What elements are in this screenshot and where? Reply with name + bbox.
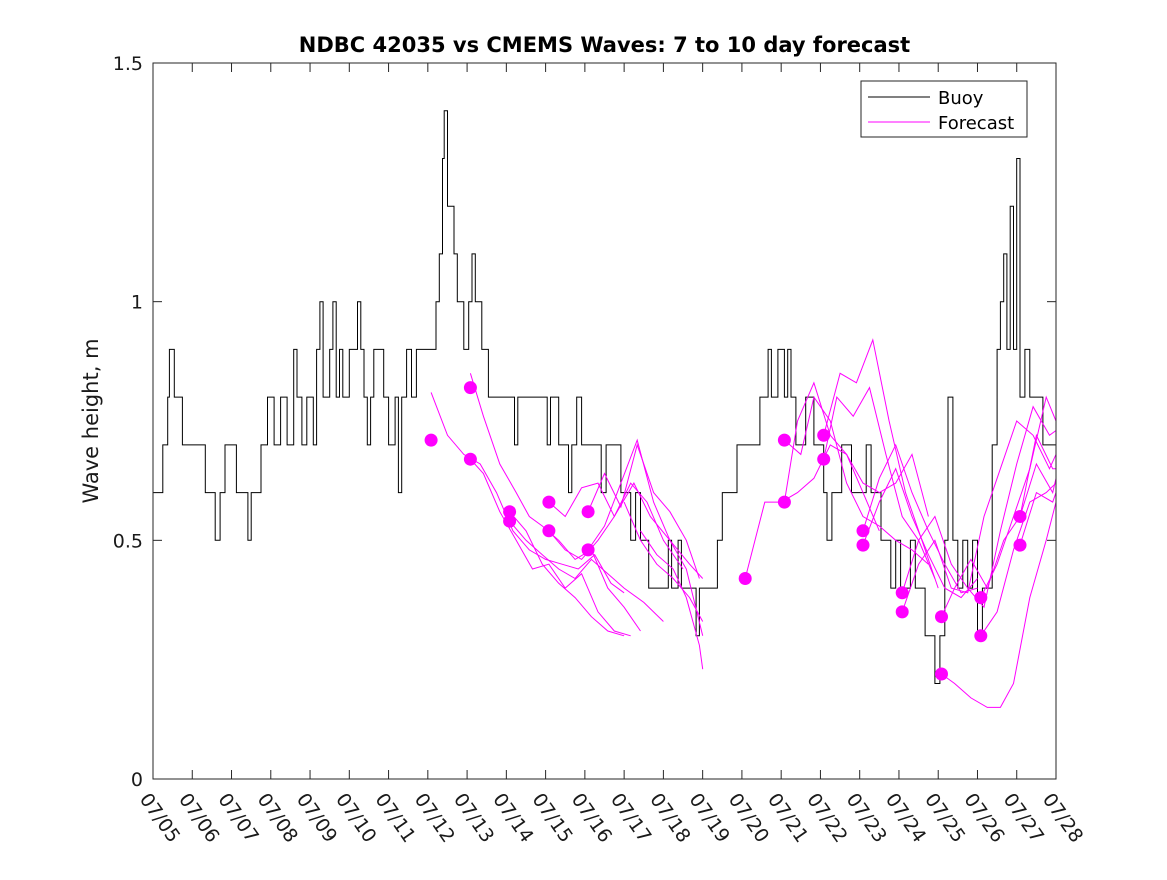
forecast-series-line-5 (509, 520, 664, 622)
legend: Buoy Forecast (860, 80, 1028, 138)
y-tick-label: 1 (131, 292, 143, 314)
forecast-start-marker-21 (974, 591, 988, 605)
forecast-series-line-19 (901, 405, 1056, 609)
forecast-series-line-10 (623, 501, 704, 622)
forecast-series-line-20 (901, 420, 1056, 613)
forecast-start-marker-10 (738, 572, 752, 585)
forecast-series-line-9 (587, 438, 704, 636)
forecast-start-marker-9 (581, 543, 595, 557)
forecast-start-marker-22 (974, 629, 988, 643)
forecast-start-marker-4 (503, 505, 517, 519)
chart-title: NDBC 42035 vs CMEMS Waves: 7 to 10 day f… (299, 33, 910, 57)
forecast-start-marker-14 (817, 452, 831, 466)
forecast-series-line-12 (744, 444, 880, 579)
forecast-series-line-4 (509, 511, 625, 637)
forecast-series-line-3 (470, 458, 631, 637)
forecast-start-marker-8 (581, 505, 595, 519)
forecast-series-line-1 (430, 392, 625, 594)
forecast-start-marker-1 (424, 433, 438, 447)
forecast-series-line-22 (941, 501, 1056, 708)
forecast-series-line-25 (1019, 462, 1056, 517)
forecast-series-line-8 (587, 443, 700, 579)
forecast-series-line-16 (823, 386, 936, 579)
series-layer (153, 110, 1056, 708)
forecast-start-marker-2 (463, 381, 477, 395)
forecast-start-marker-3 (463, 452, 477, 466)
forecast-series-line-13 (784, 395, 929, 565)
forecast-series-line-26 (1019, 491, 1056, 546)
legend-forecast-label: Forecast (938, 113, 1014, 134)
plot-area (153, 63, 1056, 779)
legend-box (860, 80, 1028, 138)
y-tick-label: 1.5 (113, 53, 143, 75)
forecast-start-marker-19 (935, 610, 948, 624)
forecast-series-line-21 (941, 433, 1056, 617)
y-tick-label: 0.5 (113, 530, 143, 552)
forecast-start-marker-5 (503, 514, 517, 528)
forecast-start-marker-16 (856, 538, 870, 552)
y-tick-label: 0 (131, 769, 143, 791)
forecast-series-line-17 (862, 443, 978, 594)
forecast-series-line-23 (980, 395, 1056, 598)
y-axis-label: Wave height, m (79, 338, 103, 503)
forecast-start-marker-6 (542, 495, 556, 509)
forecast-start-marker-18 (895, 605, 909, 619)
forecast-start-marker-20 (935, 667, 948, 681)
buoy-series-line (153, 110, 1056, 684)
forecast-start-marker-7 (542, 524, 556, 538)
legend-buoy-label: Buoy (938, 88, 984, 109)
forecast-start-marker-11 (777, 433, 791, 447)
forecast-start-marker-23 (1013, 510, 1027, 523)
forecast-start-marker-17 (895, 586, 909, 600)
forecast-start-marker-24 (1013, 538, 1027, 552)
forecast-start-marker-15 (856, 524, 870, 538)
forecast-start-marker-13 (817, 428, 831, 442)
forecast-start-marker-12 (777, 495, 791, 509)
plot-frame (152, 62, 1057, 780)
forecast-series-line-18 (862, 467, 978, 599)
forecast-series-line-24 (980, 482, 1056, 637)
forecast-series-line-7 (548, 482, 704, 579)
forecast-series-line-11 (640, 530, 704, 670)
